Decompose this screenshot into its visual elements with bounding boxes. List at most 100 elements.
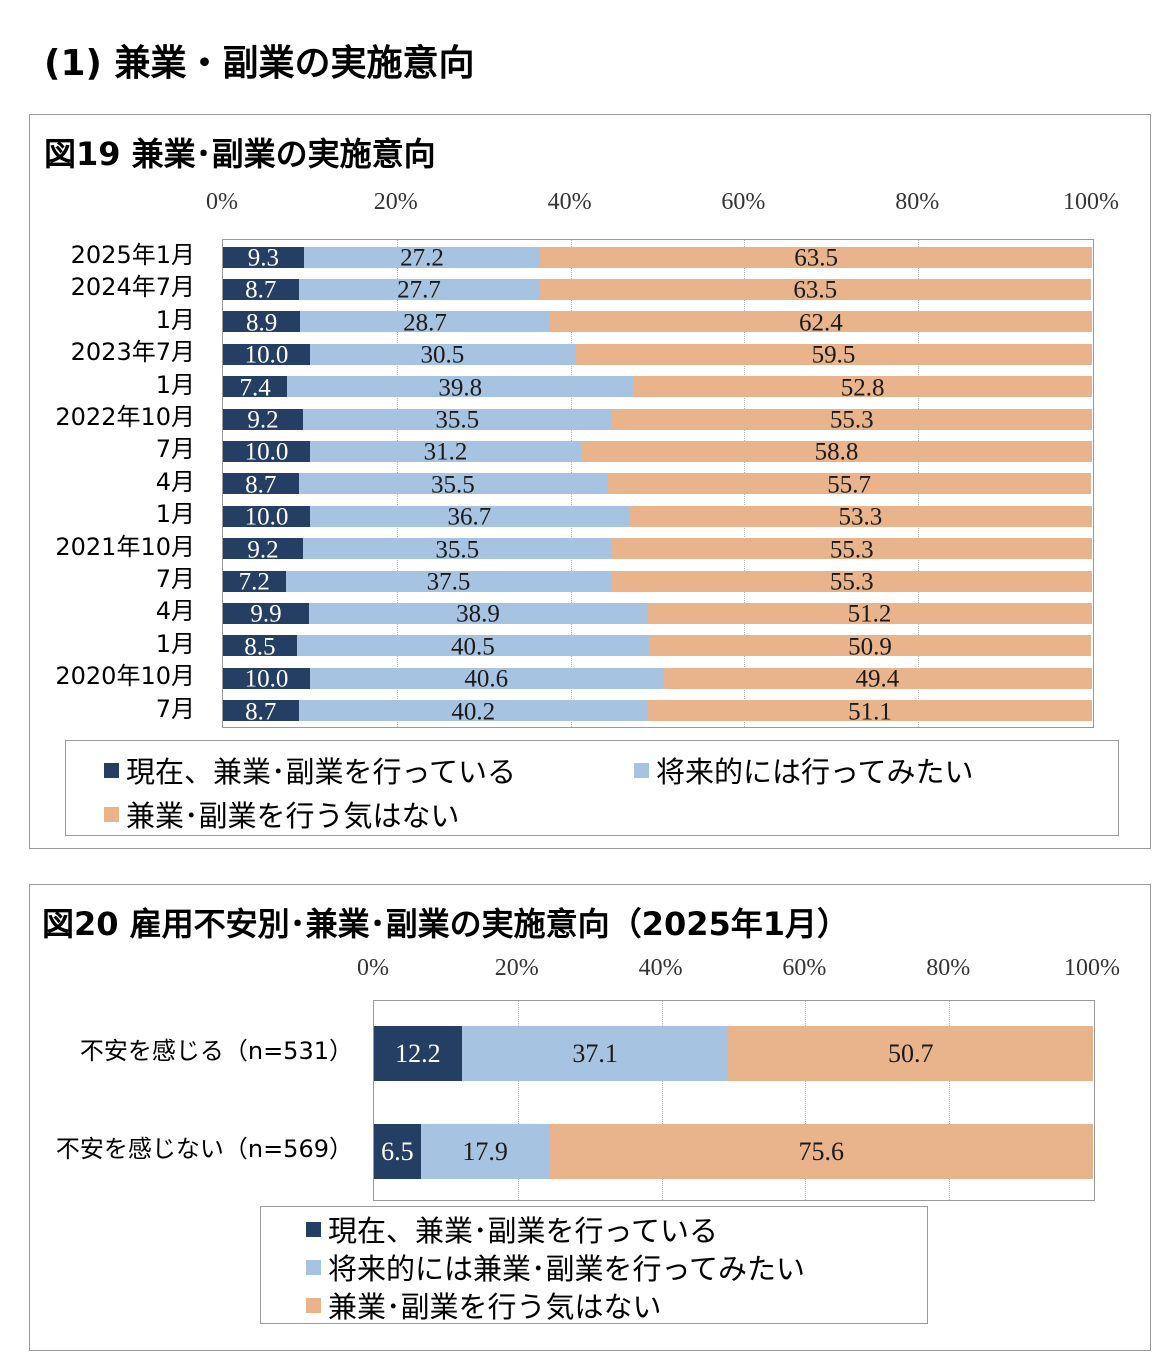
- data-label: 63.5: [794, 244, 838, 272]
- bar-segment-current: [223, 246, 304, 268]
- bar-segment-future: [309, 602, 648, 624]
- x-tick-label: 80%: [926, 955, 971, 981]
- x-tick-label: 20%: [494, 955, 539, 981]
- data-label: 35.5: [430, 471, 475, 499]
- data-label: 7.4: [239, 374, 271, 402]
- swatch-none-icon: [306, 1297, 321, 1313]
- data-label: 28.7: [403, 309, 447, 337]
- data-label: 55.7: [827, 471, 871, 499]
- data-label: 51.2: [847, 600, 892, 628]
- bar-segment-future: [309, 343, 575, 365]
- bar-segment-none: [647, 700, 1092, 722]
- legend-20-current-label: 現在、兼業･副業を行っている: [328, 1214, 719, 1248]
- data-label: 75.6: [798, 1137, 844, 1166]
- x-tick-label: 40%: [547, 189, 592, 215]
- bar-segment-none: [728, 1025, 1093, 1081]
- data-label: 8.9: [246, 309, 278, 337]
- swatch-current-icon: [306, 1221, 321, 1237]
- bar-segment-future: [303, 246, 541, 268]
- data-label: 31.2: [423, 438, 468, 466]
- data-label: 40.2: [451, 698, 496, 726]
- gridline: [805, 1001, 807, 1200]
- bar-segment-current: [374, 1025, 462, 1081]
- bar-segment-future: [298, 473, 608, 495]
- data-label: 39.8: [438, 374, 483, 402]
- legend-19-future-label: 将来的には行ってみたい: [656, 755, 974, 789]
- swatch-future-icon: [306, 1259, 321, 1275]
- bar-segment-current: [223, 376, 288, 398]
- data-label: 37.5: [426, 568, 471, 596]
- data-label: 9.2: [247, 536, 279, 564]
- bar-segment-future: [309, 505, 629, 527]
- x-tick-label: 20%: [373, 189, 418, 215]
- section-heading: (1) 兼業・副業の実施意向: [44, 43, 475, 84]
- bar-segment-none: [539, 278, 1092, 300]
- category-label: 1月: [155, 629, 195, 658]
- legend-20-current: 現在、兼業･副業を行っている: [306, 1208, 718, 1250]
- category-label: 4月: [155, 597, 195, 626]
- bar-segment-current: [223, 538, 303, 560]
- x-tick-label: 60%: [782, 955, 827, 981]
- bar-segment-current: [223, 278, 299, 300]
- data-label: 10.0: [244, 665, 289, 693]
- bar-segment-current: [223, 700, 299, 722]
- bar-segment-future: [309, 440, 582, 462]
- category-label: 1月: [155, 305, 195, 334]
- bar-segment-none: [611, 408, 1092, 430]
- bar-segment-future: [298, 700, 648, 722]
- data-label: 35.5: [435, 406, 480, 434]
- bar-segment-none: [611, 538, 1092, 560]
- data-label: 9.2: [247, 406, 279, 434]
- data-label: 8.7: [245, 471, 277, 499]
- swatch-current-icon: [104, 762, 119, 778]
- gridline: [661, 1001, 663, 1200]
- bar-segment-future: [296, 635, 649, 657]
- data-label: 27.7: [397, 276, 441, 304]
- data-label: 40.6: [464, 665, 509, 693]
- data-label: 38.9: [456, 600, 500, 628]
- bar-segment-none: [611, 570, 1092, 592]
- category-label: 2023年7月: [70, 338, 195, 367]
- x-tick-label: 100%: [1063, 189, 1119, 215]
- bar-segment-future: [300, 311, 550, 333]
- chart-20-legend: 現在、兼業･副業を行っている 将来的には兼業･副業を行ってみたい 兼業･副業を行…: [260, 1206, 928, 1324]
- legend-20-future: 将来的には兼業･副業を行ってみたい: [306, 1246, 805, 1288]
- chart-19-legend: 現在、兼業･副業を行っている 将来的には行ってみたい 兼業･副業を行う気はない: [65, 740, 1119, 836]
- category-label: 2021年10月: [55, 532, 195, 561]
- x-tick-label: 0%: [357, 955, 389, 981]
- bar-segment-none: [662, 667, 1092, 689]
- bar-segment-current: [223, 505, 310, 527]
- bar-segment-none: [647, 602, 1092, 624]
- legend-20-none-label: 兼業･副業を行う気はない: [328, 1290, 662, 1324]
- data-label: 55.3: [829, 568, 874, 596]
- category-label: 不安を感じる（n=531）: [79, 1037, 353, 1065]
- category-label: 7月: [155, 435, 195, 464]
- bar-segment-none: [549, 311, 1092, 333]
- data-label: 30.5: [420, 341, 465, 369]
- bar-segment-future: [302, 408, 612, 430]
- bar-segment-current: [223, 311, 301, 333]
- data-label: 36.7: [447, 503, 492, 531]
- x-tick-label: 80%: [895, 189, 940, 215]
- chart-19-plot: 9.3 27.2 63.5 8.7 27.7 63.5 8.9 28.7 62.4 10.0 30.…: [222, 239, 1094, 728]
- bar-segment-current: [223, 408, 303, 430]
- data-label: 27.2: [400, 244, 444, 272]
- bar-segment-current: [223, 473, 299, 495]
- data-label: 37.1: [572, 1039, 618, 1068]
- bar-segment-none: [607, 473, 1092, 495]
- data-label: 58.8: [814, 438, 859, 466]
- bar-segment-current: [374, 1123, 421, 1179]
- data-label: 8.7: [245, 698, 277, 726]
- bar-segment-current: [223, 570, 286, 592]
- chart-19-title: 図19 兼業･副業の実施意向: [44, 135, 436, 173]
- bar-segment-future: [298, 278, 540, 300]
- data-label: 35.5: [435, 536, 480, 564]
- gridline: [949, 1001, 951, 1200]
- chart-20-title: 図20 雇用不安別･兼業･副業の実施意向（2025年1月）: [42, 905, 850, 943]
- legend-19-current: 現在、兼業･副業を行っている: [104, 749, 516, 791]
- bar-segment-none: [648, 635, 1092, 657]
- category-label: 1月: [155, 370, 195, 399]
- chart-19-frame: 図19 兼業･副業の実施意向 0% 20% 40% 60% 80% 100% 2025年1…: [29, 114, 1151, 849]
- bar-segment-none: [574, 343, 1092, 365]
- category-label: 2020年10月: [55, 662, 195, 691]
